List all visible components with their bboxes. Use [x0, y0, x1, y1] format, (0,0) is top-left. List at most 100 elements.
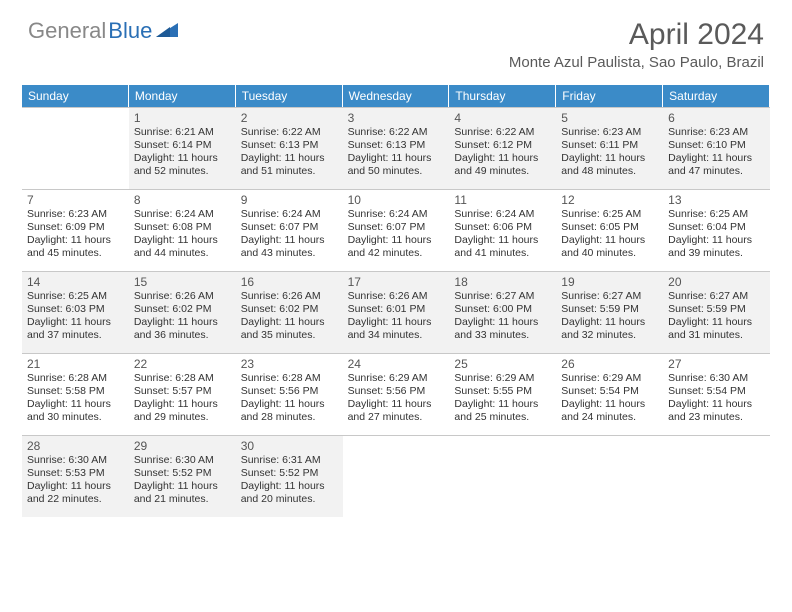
day-number: 20 [668, 275, 765, 289]
calendar-grid: SundayMondayTuesdayWednesdayThursdayFrid… [22, 85, 770, 517]
day-cell: 19Sunrise: 6:27 AMSunset: 5:59 PMDayligh… [556, 271, 663, 353]
day-cell: 24Sunrise: 6:29 AMSunset: 5:56 PMDayligh… [343, 353, 450, 435]
day-cell: 15Sunrise: 6:26 AMSunset: 6:02 PMDayligh… [129, 271, 236, 353]
day-info: Sunrise: 6:30 AMSunset: 5:52 PMDaylight:… [134, 454, 231, 507]
day-cell: 10Sunrise: 6:24 AMSunset: 6:07 PMDayligh… [343, 189, 450, 271]
day-info: Sunrise: 6:30 AMSunset: 5:53 PMDaylight:… [27, 454, 124, 507]
day-info: Sunrise: 6:30 AMSunset: 5:54 PMDaylight:… [668, 372, 765, 425]
day-header: Friday [556, 85, 663, 107]
logo-triangle-icon [156, 21, 178, 42]
day-cell: 8Sunrise: 6:24 AMSunset: 6:08 PMDaylight… [129, 189, 236, 271]
day-number: 18 [454, 275, 551, 289]
day-cell: 12Sunrise: 6:25 AMSunset: 6:05 PMDayligh… [556, 189, 663, 271]
day-number: 1 [134, 111, 231, 125]
day-number: 27 [668, 357, 765, 371]
day-number: 10 [348, 193, 445, 207]
day-header: Wednesday [343, 85, 450, 107]
day-cell: 14Sunrise: 6:25 AMSunset: 6:03 PMDayligh… [22, 271, 129, 353]
day-cell: 29Sunrise: 6:30 AMSunset: 5:52 PMDayligh… [129, 435, 236, 517]
day-info: Sunrise: 6:21 AMSunset: 6:14 PMDaylight:… [134, 126, 231, 179]
day-cell: 5Sunrise: 6:23 AMSunset: 6:11 PMDaylight… [556, 107, 663, 189]
day-info: Sunrise: 6:25 AMSunset: 6:03 PMDaylight:… [27, 290, 124, 343]
day-cell: 23Sunrise: 6:28 AMSunset: 5:56 PMDayligh… [236, 353, 343, 435]
day-info: Sunrise: 6:28 AMSunset: 5:56 PMDaylight:… [241, 372, 338, 425]
day-cell: 7Sunrise: 6:23 AMSunset: 6:09 PMDaylight… [22, 189, 129, 271]
day-number: 9 [241, 193, 338, 207]
day-info: Sunrise: 6:27 AMSunset: 6:00 PMDaylight:… [454, 290, 551, 343]
day-number: 2 [241, 111, 338, 125]
day-info: Sunrise: 6:24 AMSunset: 6:07 PMDaylight:… [348, 208, 445, 261]
day-cell: 27Sunrise: 6:30 AMSunset: 5:54 PMDayligh… [663, 353, 770, 435]
day-header: Sunday [22, 85, 129, 107]
day-number: 29 [134, 439, 231, 453]
day-cell: 13Sunrise: 6:25 AMSunset: 6:04 PMDayligh… [663, 189, 770, 271]
empty-cell [449, 435, 556, 517]
day-number: 6 [668, 111, 765, 125]
month-title: April 2024 [509, 18, 764, 52]
day-header: Monday [129, 85, 236, 107]
day-info: Sunrise: 6:22 AMSunset: 6:12 PMDaylight:… [454, 126, 551, 179]
day-number: 14 [27, 275, 124, 289]
day-info: Sunrise: 6:24 AMSunset: 6:08 PMDaylight:… [134, 208, 231, 261]
day-info: Sunrise: 6:29 AMSunset: 5:54 PMDaylight:… [561, 372, 658, 425]
day-cell: 4Sunrise: 6:22 AMSunset: 6:12 PMDaylight… [449, 107, 556, 189]
day-number: 28 [27, 439, 124, 453]
day-cell: 2Sunrise: 6:22 AMSunset: 6:13 PMDaylight… [236, 107, 343, 189]
day-info: Sunrise: 6:24 AMSunset: 6:07 PMDaylight:… [241, 208, 338, 261]
day-info: Sunrise: 6:23 AMSunset: 6:11 PMDaylight:… [561, 126, 658, 179]
day-cell: 18Sunrise: 6:27 AMSunset: 6:00 PMDayligh… [449, 271, 556, 353]
day-number: 13 [668, 193, 765, 207]
day-number: 21 [27, 357, 124, 371]
day-number: 30 [241, 439, 338, 453]
day-info: Sunrise: 6:27 AMSunset: 5:59 PMDaylight:… [668, 290, 765, 343]
day-cell: 28Sunrise: 6:30 AMSunset: 5:53 PMDayligh… [22, 435, 129, 517]
empty-cell [556, 435, 663, 517]
empty-cell [663, 435, 770, 517]
day-info: Sunrise: 6:23 AMSunset: 6:09 PMDaylight:… [27, 208, 124, 261]
day-info: Sunrise: 6:28 AMSunset: 5:58 PMDaylight:… [27, 372, 124, 425]
day-number: 19 [561, 275, 658, 289]
day-number: 3 [348, 111, 445, 125]
day-info: Sunrise: 6:29 AMSunset: 5:55 PMDaylight:… [454, 372, 551, 425]
logo: General Blue [28, 18, 178, 44]
day-cell: 26Sunrise: 6:29 AMSunset: 5:54 PMDayligh… [556, 353, 663, 435]
day-info: Sunrise: 6:26 AMSunset: 6:02 PMDaylight:… [134, 290, 231, 343]
day-info: Sunrise: 6:22 AMSunset: 6:13 PMDaylight:… [241, 126, 338, 179]
day-number: 4 [454, 111, 551, 125]
location-text: Monte Azul Paulista, Sao Paulo, Brazil [509, 54, 764, 71]
day-number: 23 [241, 357, 338, 371]
day-cell: 30Sunrise: 6:31 AMSunset: 5:52 PMDayligh… [236, 435, 343, 517]
day-info: Sunrise: 6:25 AMSunset: 6:05 PMDaylight:… [561, 208, 658, 261]
day-number: 22 [134, 357, 231, 371]
day-number: 26 [561, 357, 658, 371]
day-number: 16 [241, 275, 338, 289]
day-info: Sunrise: 6:28 AMSunset: 5:57 PMDaylight:… [134, 372, 231, 425]
day-cell: 17Sunrise: 6:26 AMSunset: 6:01 PMDayligh… [343, 271, 450, 353]
header: General Blue April 2024 Monte Azul Pauli… [0, 0, 792, 75]
day-info: Sunrise: 6:23 AMSunset: 6:10 PMDaylight:… [668, 126, 765, 179]
day-info: Sunrise: 6:24 AMSunset: 6:06 PMDaylight:… [454, 208, 551, 261]
day-cell: 11Sunrise: 6:24 AMSunset: 6:06 PMDayligh… [449, 189, 556, 271]
day-cell: 9Sunrise: 6:24 AMSunset: 6:07 PMDaylight… [236, 189, 343, 271]
day-cell: 16Sunrise: 6:26 AMSunset: 6:02 PMDayligh… [236, 271, 343, 353]
day-cell: 22Sunrise: 6:28 AMSunset: 5:57 PMDayligh… [129, 353, 236, 435]
day-header: Tuesday [236, 85, 343, 107]
day-info: Sunrise: 6:25 AMSunset: 6:04 PMDaylight:… [668, 208, 765, 261]
day-number: 25 [454, 357, 551, 371]
empty-cell [343, 435, 450, 517]
day-number: 17 [348, 275, 445, 289]
day-cell: 25Sunrise: 6:29 AMSunset: 5:55 PMDayligh… [449, 353, 556, 435]
day-number: 15 [134, 275, 231, 289]
day-cell: 20Sunrise: 6:27 AMSunset: 5:59 PMDayligh… [663, 271, 770, 353]
day-number: 8 [134, 193, 231, 207]
day-info: Sunrise: 6:29 AMSunset: 5:56 PMDaylight:… [348, 372, 445, 425]
empty-cell [22, 107, 129, 189]
day-info: Sunrise: 6:26 AMSunset: 6:02 PMDaylight:… [241, 290, 338, 343]
day-info: Sunrise: 6:26 AMSunset: 6:01 PMDaylight:… [348, 290, 445, 343]
day-info: Sunrise: 6:27 AMSunset: 5:59 PMDaylight:… [561, 290, 658, 343]
day-cell: 1Sunrise: 6:21 AMSunset: 6:14 PMDaylight… [129, 107, 236, 189]
day-info: Sunrise: 6:31 AMSunset: 5:52 PMDaylight:… [241, 454, 338, 507]
day-number: 11 [454, 193, 551, 207]
title-block: April 2024 Monte Azul Paulista, Sao Paul… [509, 18, 764, 71]
logo-text-gray: General [28, 18, 106, 44]
